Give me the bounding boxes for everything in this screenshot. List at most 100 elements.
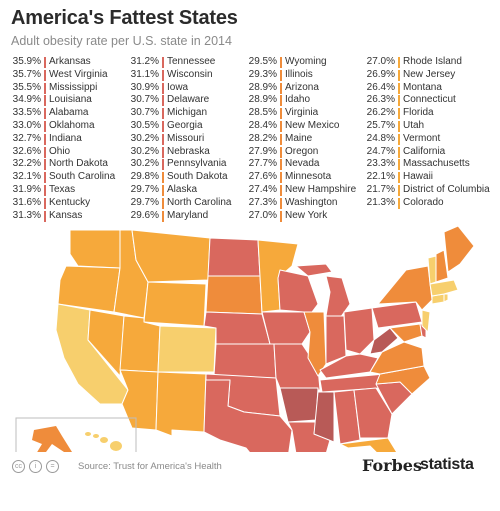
list-item: 27.9% Oregon (246, 146, 364, 159)
list-item: 28.9% Arizona (246, 82, 364, 95)
list-item: 21.3% Colorado (364, 197, 482, 210)
map-rhode-island (443, 293, 449, 303)
obesity-rate-value: 23.3% (366, 158, 395, 170)
obesity-rate-value: 26.3% (366, 94, 395, 106)
map-vermont (427, 255, 437, 285)
state-name: Iowa (167, 81, 189, 93)
state-name: District of Columbia (403, 183, 490, 195)
tier-color-marker (398, 120, 400, 132)
list-item: 24.8% Vermont (364, 133, 482, 146)
tier-color-marker (162, 108, 164, 120)
list-item: 25.7% Utah (364, 120, 482, 133)
state-name: Ohio (49, 145, 71, 157)
creative-commons-icon: cc (12, 460, 25, 473)
map-south-dakota (205, 275, 263, 315)
obesity-rate-value: 24.8% (366, 132, 395, 144)
obesity-rate-value: 31.1% (130, 68, 159, 80)
state-name: Missouri (167, 132, 205, 144)
list-item: 29.8% South Dakota (128, 171, 246, 184)
tier-color-marker (44, 108, 46, 120)
tier-color-marker (398, 82, 400, 94)
state-name: Georgia (167, 119, 203, 131)
tier-color-marker (398, 172, 400, 184)
tier-color-marker (162, 69, 164, 81)
list-column: 35.9% Arkansas 35.7% West Virginia 35.5% Miss… (10, 56, 128, 222)
obesity-rate-value: 27.0% (366, 56, 395, 67)
tier-color-marker (398, 133, 400, 145)
map-new-jersey (421, 309, 431, 333)
tier-color-marker (398, 108, 400, 120)
obesity-rate-value: 21.3% (366, 196, 395, 208)
map-ohio (343, 307, 375, 355)
list-item: 29.7% Alaska (128, 184, 246, 197)
source-note: Source: Trust for America's Health (78, 461, 222, 472)
obesity-rate-value: 29.7% (130, 196, 159, 208)
tier-color-marker (44, 184, 46, 196)
list-item: 31.9% Texas (10, 184, 128, 197)
tier-color-marker (280, 159, 282, 171)
obesity-rate-value: 26.9% (366, 68, 395, 80)
obesity-rate-value: 29.6% (130, 209, 159, 221)
obesity-rate-value: 28.2% (248, 132, 277, 144)
state-name: North Dakota (49, 158, 108, 170)
state-name: Florida (403, 107, 434, 119)
obesity-rate-value: 26.4% (366, 81, 395, 93)
map-indiana (325, 315, 347, 365)
list-item: 35.5% Mississippi (10, 82, 128, 95)
state-name: Alaska (167, 183, 198, 195)
tier-color-marker (280, 95, 282, 107)
state-name: New York (285, 209, 328, 221)
obesity-rate-value: 31.6% (12, 196, 41, 208)
list-item: 30.5% Georgia (128, 120, 246, 133)
state-name: Idaho (285, 94, 311, 106)
map-new-hampshire (435, 249, 449, 283)
tier-color-marker (280, 108, 282, 120)
tier-color-marker (44, 69, 46, 81)
list-column: 31.2% Tennessee 31.1% Wisconsin 30.9% Iowa 30.… (128, 56, 246, 222)
list-item: 30.9% Iowa (128, 82, 246, 95)
list-item: 29.7% North Carolina (128, 197, 246, 210)
tier-color-marker (280, 82, 282, 94)
obesity-rate-value: 33.0% (12, 119, 41, 131)
tier-color-marker (162, 57, 164, 68)
obesity-rate-value: 26.2% (366, 107, 395, 119)
tier-color-marker (398, 69, 400, 81)
state-name: Connecticut (403, 94, 456, 106)
list-item: 26.2% Florida (364, 107, 482, 120)
statista-logo: statista (420, 456, 474, 473)
map-maine (443, 225, 475, 273)
obesity-rate-value: 21.7% (366, 183, 395, 195)
list-item: 26.4% Montana (364, 82, 482, 95)
list-item: 28.2% Maine (246, 133, 364, 146)
obesity-rate-value: 30.2% (130, 132, 159, 144)
tier-color-marker (280, 146, 282, 158)
tier-color-marker (44, 95, 46, 107)
tier-color-marker (280, 133, 282, 145)
tier-color-marker (398, 197, 400, 209)
obesity-rate-value: 31.2% (130, 56, 159, 67)
obesity-rate-value: 35.5% (12, 81, 41, 93)
obesity-rate-value: 25.7% (366, 119, 395, 131)
state-name: Kansas (49, 209, 83, 221)
list-item: 31.2% Tennessee (128, 56, 246, 69)
tier-color-marker (44, 82, 46, 94)
obesity-rate-value: 32.1% (12, 171, 41, 183)
state-name: New Jersey (403, 68, 456, 80)
obesity-rate-value: 22.1% (366, 171, 395, 183)
obesity-rate-value: 29.7% (130, 183, 159, 195)
tier-color-marker (398, 146, 400, 158)
state-name: Louisiana (49, 94, 92, 106)
obesity-rate-value: 31.3% (12, 209, 41, 221)
list-item: 33.0% Oklahoma (10, 120, 128, 133)
map-wisconsin (277, 269, 319, 313)
tier-color-marker (280, 210, 282, 222)
tier-color-marker (280, 172, 282, 184)
tier-color-marker (162, 133, 164, 145)
state-name: Maryland (167, 209, 209, 221)
list-item: 26.3% Connecticut (364, 94, 482, 107)
map-pennsylvania (371, 301, 423, 329)
tier-color-marker (44, 146, 46, 158)
state-name: New Hampshire (285, 183, 357, 195)
state-name: Washington (285, 196, 338, 208)
map-iowa (261, 311, 311, 345)
